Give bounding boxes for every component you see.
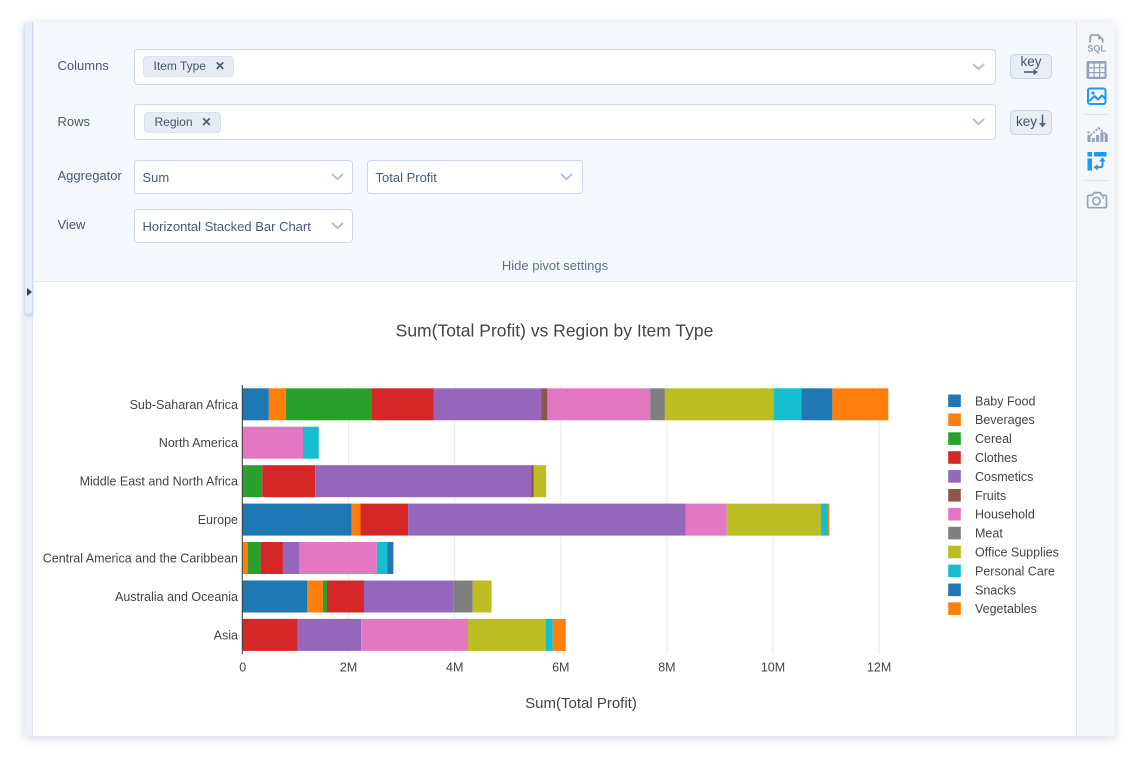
svg-text:Sum(Total Profit) vs Region by: Sum(Total Profit) vs Region by Item Type bbox=[396, 321, 714, 341]
svg-text:8M: 8M bbox=[658, 661, 675, 675]
svg-text:Asia: Asia bbox=[214, 628, 238, 642]
svg-text:Sub-Saharan Africa: Sub-Saharan Africa bbox=[130, 398, 238, 412]
svg-text:Personal Care: Personal Care bbox=[975, 564, 1055, 578]
svg-text:10M: 10M bbox=[761, 661, 785, 675]
svg-text:0: 0 bbox=[239, 661, 246, 675]
svg-text:Baby Food: Baby Food bbox=[975, 394, 1036, 408]
svg-text:Australia and Oceania: Australia and Oceania bbox=[115, 590, 238, 604]
svg-text:Cosmetics: Cosmetics bbox=[975, 470, 1033, 484]
svg-text:4M: 4M bbox=[446, 661, 463, 675]
svg-text:Europe: Europe bbox=[198, 513, 238, 527]
svg-text:Middle East and North Africa: Middle East and North Africa bbox=[80, 475, 238, 489]
svg-text:2M: 2M bbox=[340, 661, 357, 675]
svg-text:Snacks: Snacks bbox=[975, 583, 1016, 597]
svg-text:Central America and the Caribb: Central America and the Caribbean bbox=[43, 552, 238, 566]
svg-text:Fruits: Fruits bbox=[975, 489, 1006, 503]
svg-text:12M: 12M bbox=[867, 661, 891, 675]
svg-text:Household: Household bbox=[975, 508, 1035, 522]
svg-text:Cereal: Cereal bbox=[975, 432, 1012, 446]
svg-text:Office Supplies: Office Supplies bbox=[975, 546, 1059, 560]
svg-text:Sum(Total Profit): Sum(Total Profit) bbox=[525, 695, 637, 712]
svg-text:Meat: Meat bbox=[975, 527, 1003, 541]
svg-text:North America: North America bbox=[159, 436, 238, 450]
svg-text:Clothes: Clothes bbox=[975, 451, 1017, 465]
svg-text:SQL: SQL bbox=[1087, 43, 1106, 53]
svg-text:Beverages: Beverages bbox=[975, 413, 1035, 427]
svg-text:Vegetables: Vegetables bbox=[975, 602, 1037, 616]
svg-text:6M: 6M bbox=[552, 661, 569, 675]
